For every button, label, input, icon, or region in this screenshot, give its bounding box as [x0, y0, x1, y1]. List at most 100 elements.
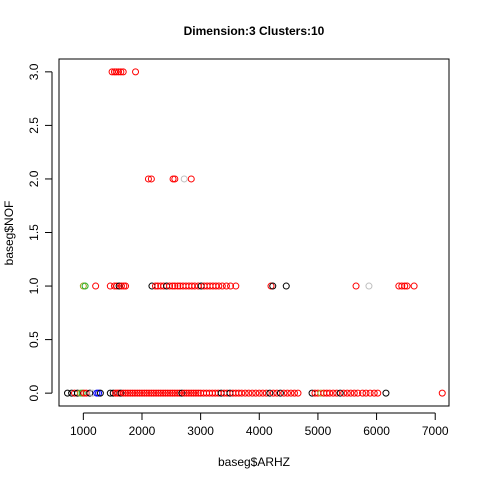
data-point	[64, 389, 72, 397]
y-tick-label: 2.0	[27, 170, 41, 187]
data-point	[110, 282, 118, 290]
data-point	[166, 389, 174, 397]
data-point	[122, 389, 130, 397]
data-point	[287, 389, 295, 397]
data-point	[329, 389, 337, 397]
data-point	[168, 282, 176, 290]
data-point	[259, 389, 267, 397]
data-point	[352, 282, 360, 290]
data-point	[347, 389, 355, 397]
data-point	[171, 389, 179, 397]
data-point	[358, 389, 366, 397]
data-point	[282, 282, 290, 290]
data-point	[255, 389, 263, 397]
data-point	[176, 389, 184, 397]
data-point	[117, 389, 125, 397]
data-point	[438, 389, 446, 397]
data-point	[119, 389, 127, 397]
x-tick-label: 7000	[422, 424, 449, 438]
data-point	[143, 389, 151, 397]
data-point	[147, 175, 155, 183]
plot-frame	[58, 58, 450, 407]
data-point	[133, 389, 141, 397]
y-tick-label: 3.0	[27, 63, 41, 80]
data-point	[154, 389, 162, 397]
data-point	[354, 389, 362, 397]
data-point	[144, 175, 152, 183]
x-tick-label: 3000	[187, 424, 214, 438]
data-point	[180, 389, 188, 397]
data-point	[187, 175, 195, 183]
data-point	[138, 389, 146, 397]
y-tick-label: 1.0	[27, 277, 41, 294]
x-tick-label: 1000	[70, 424, 97, 438]
data-point	[115, 68, 123, 76]
data-point	[333, 389, 341, 397]
data-point	[132, 68, 140, 76]
data-point	[403, 282, 411, 290]
x-axis: 1000 2000 3000 4000 5000 6000 7000	[70, 412, 449, 438]
data-point	[166, 282, 174, 290]
data-point	[164, 389, 172, 397]
data-point	[294, 389, 302, 397]
data-point	[140, 389, 148, 397]
data-point	[174, 282, 182, 290]
data-point	[194, 389, 202, 397]
data-point	[365, 282, 373, 290]
data-point	[152, 389, 160, 397]
data-point	[266, 389, 274, 397]
data-point	[269, 389, 277, 397]
data-point	[326, 389, 334, 397]
data-point	[241, 389, 249, 397]
data-point	[218, 282, 226, 290]
data-point	[350, 389, 358, 397]
data-point	[178, 389, 186, 397]
data-point	[401, 282, 409, 290]
data-points	[64, 68, 446, 397]
data-point	[161, 389, 169, 397]
data-point	[398, 282, 406, 290]
data-point	[117, 282, 125, 290]
chart-title: Dimension:3 Clusters:10	[184, 24, 325, 38]
data-point	[150, 389, 158, 397]
data-point	[227, 282, 235, 290]
data-point	[366, 389, 374, 397]
data-point	[362, 389, 370, 397]
data-point	[171, 175, 179, 183]
data-point	[410, 282, 418, 290]
data-point	[151, 282, 159, 290]
data-point	[343, 389, 351, 397]
data-point	[269, 282, 277, 290]
data-point	[215, 282, 223, 290]
data-point	[340, 389, 348, 397]
data-point	[145, 389, 153, 397]
data-point	[136, 389, 144, 397]
data-point	[248, 389, 256, 397]
data-point	[276, 389, 284, 397]
data-point	[283, 389, 291, 397]
y-tick-label: 0.0	[27, 384, 41, 401]
y-axis: 0.0 0.5 1.0 1.5 2.0 2.5 3.0	[27, 63, 53, 401]
x-axis-label: baseg$ARHZ	[218, 455, 290, 469]
x-tick-label: 2000	[129, 424, 156, 438]
data-point	[96, 389, 104, 397]
data-point	[119, 68, 127, 76]
y-tick-label: 1.5	[27, 224, 41, 241]
data-point	[168, 389, 176, 397]
data-point	[113, 282, 121, 290]
data-point	[382, 389, 390, 397]
data-point	[232, 282, 240, 290]
y-tick-label: 0.5	[27, 331, 41, 348]
data-point	[126, 389, 134, 397]
data-point	[245, 389, 253, 397]
x-tick-label: 6000	[363, 424, 390, 438]
x-tick-label: 5000	[305, 424, 332, 438]
data-point	[183, 389, 191, 397]
data-point	[290, 389, 298, 397]
data-point	[252, 389, 260, 397]
data-point	[262, 389, 270, 397]
data-point	[81, 282, 89, 290]
data-point	[336, 389, 344, 397]
data-point	[86, 389, 94, 397]
